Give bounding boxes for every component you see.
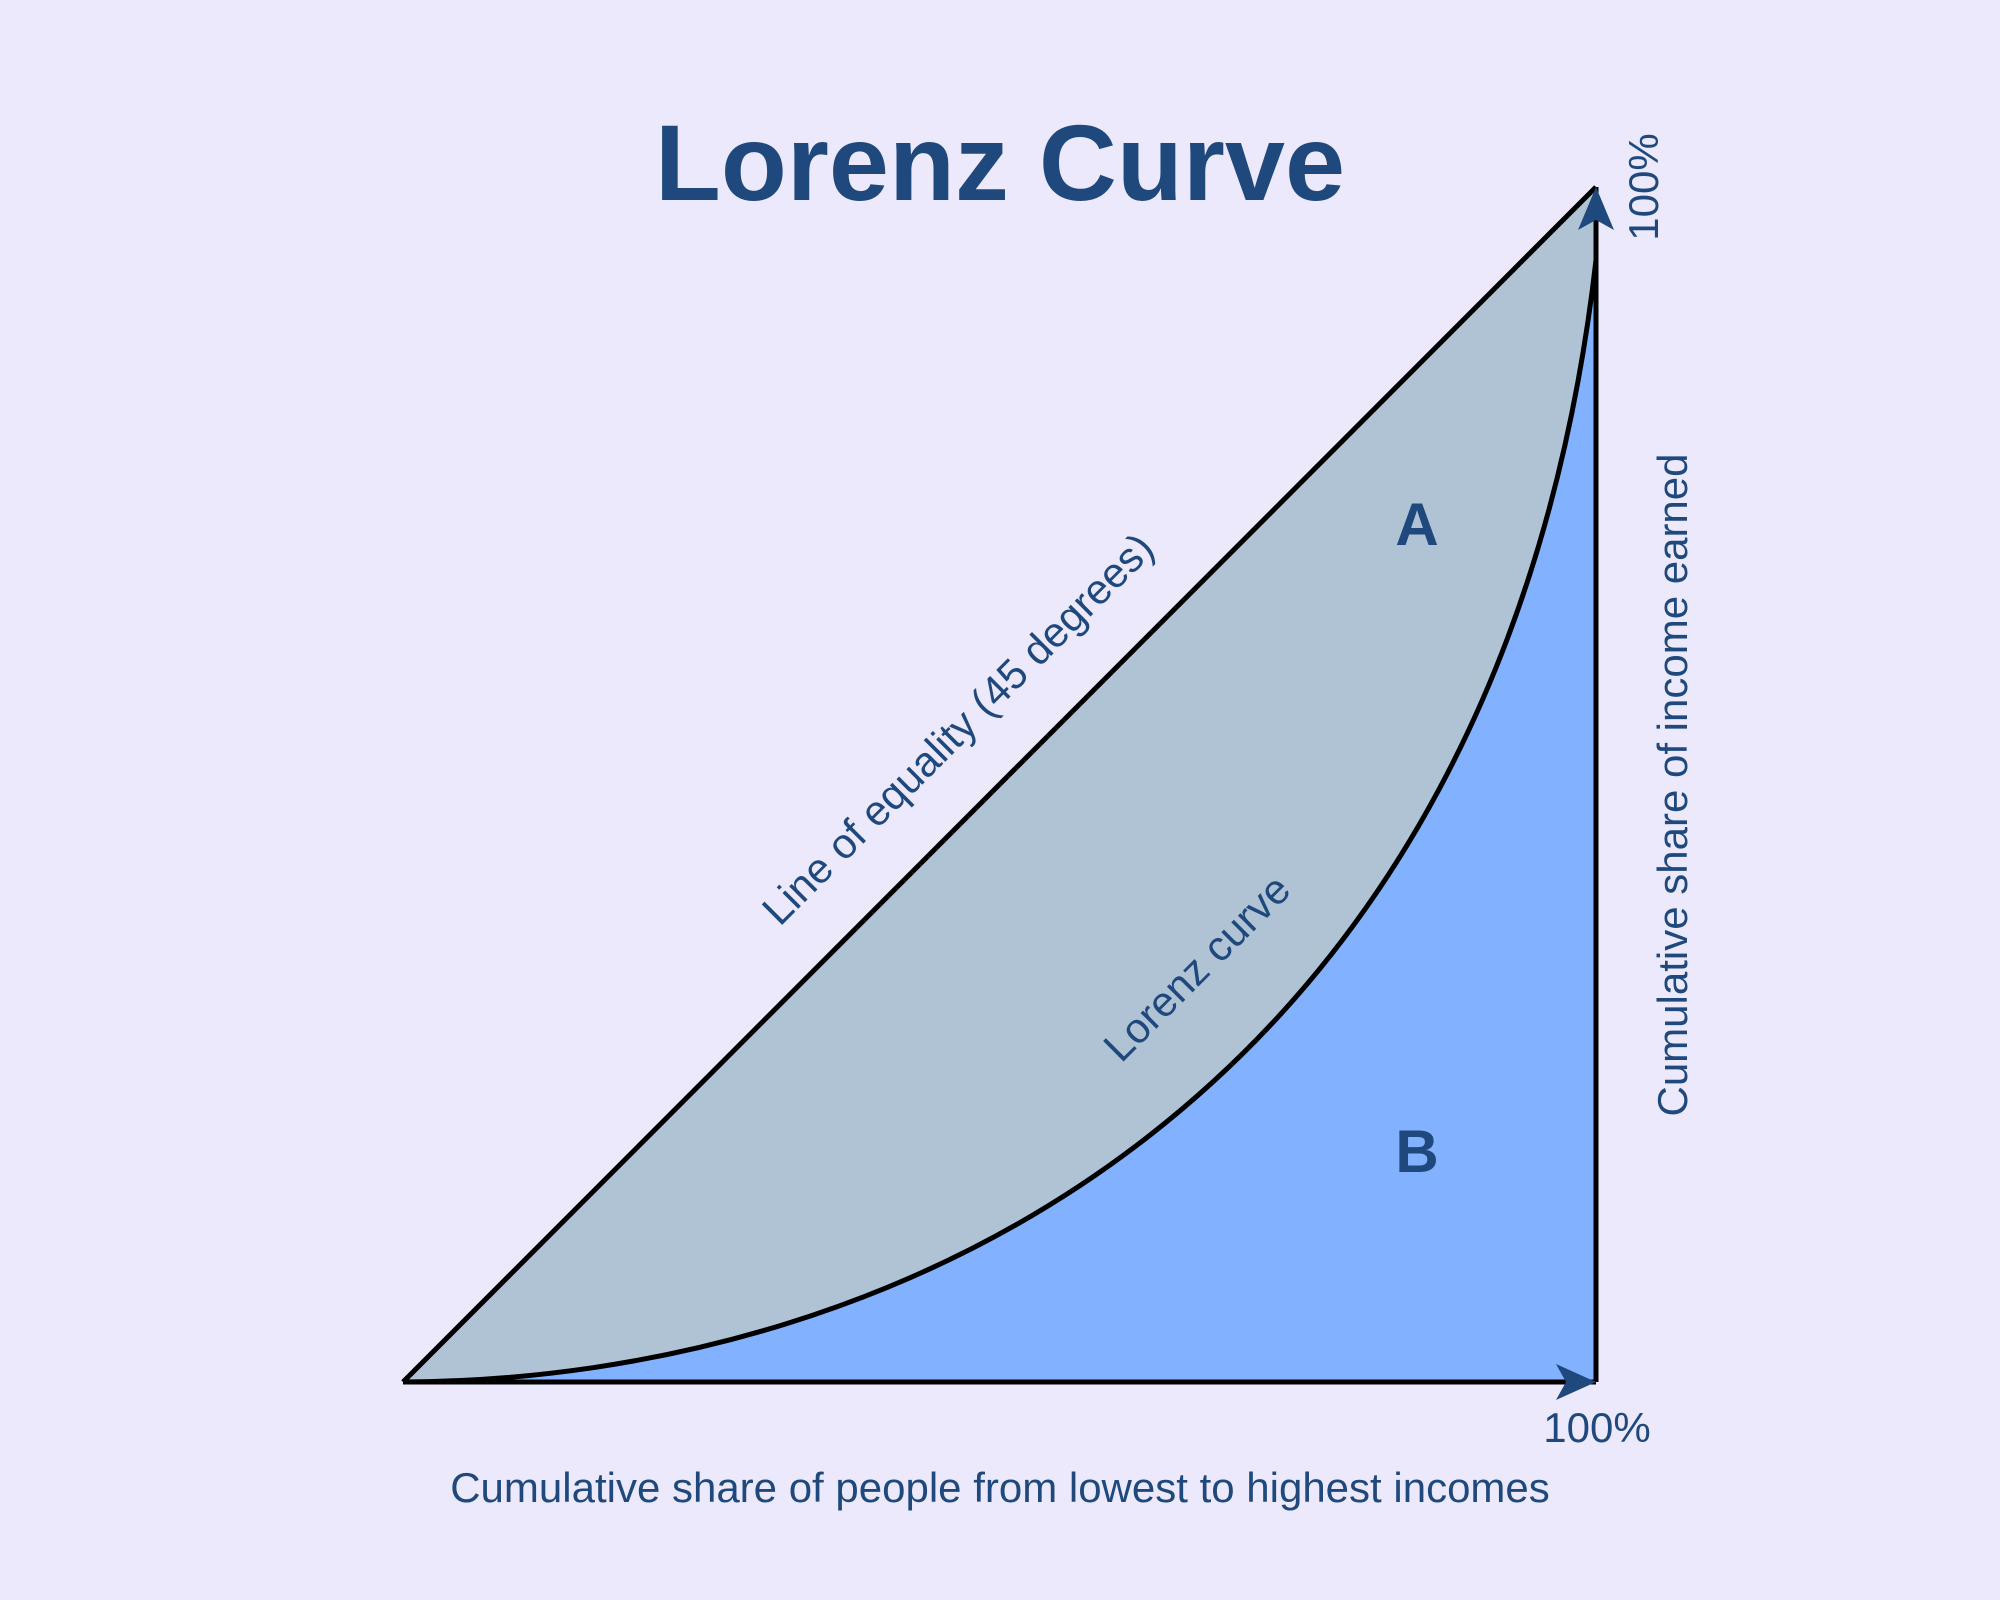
- equality-line: [401, 185, 1598, 1384]
- y-axis-label: Cumulative share of income earned: [1649, 453, 1696, 1116]
- x-axis-arrow-icon: [1556, 1364, 1596, 1400]
- x-max-label: 100%: [1543, 1404, 1650, 1451]
- region-b-area: [403, 260, 1596, 1382]
- y-max-label: 100%: [1620, 133, 1667, 240]
- region-b-label: B: [1395, 1118, 1438, 1185]
- lorenz-curve-line: [402, 187, 1599, 1385]
- x-axis-label: Cumulative share of people from lowest t…: [450, 1464, 1550, 1511]
- y-axis-arrow-icon: [1578, 187, 1614, 230]
- region-a-label: A: [1395, 491, 1438, 558]
- diagram-title: Lorenz Curve: [655, 102, 1345, 223]
